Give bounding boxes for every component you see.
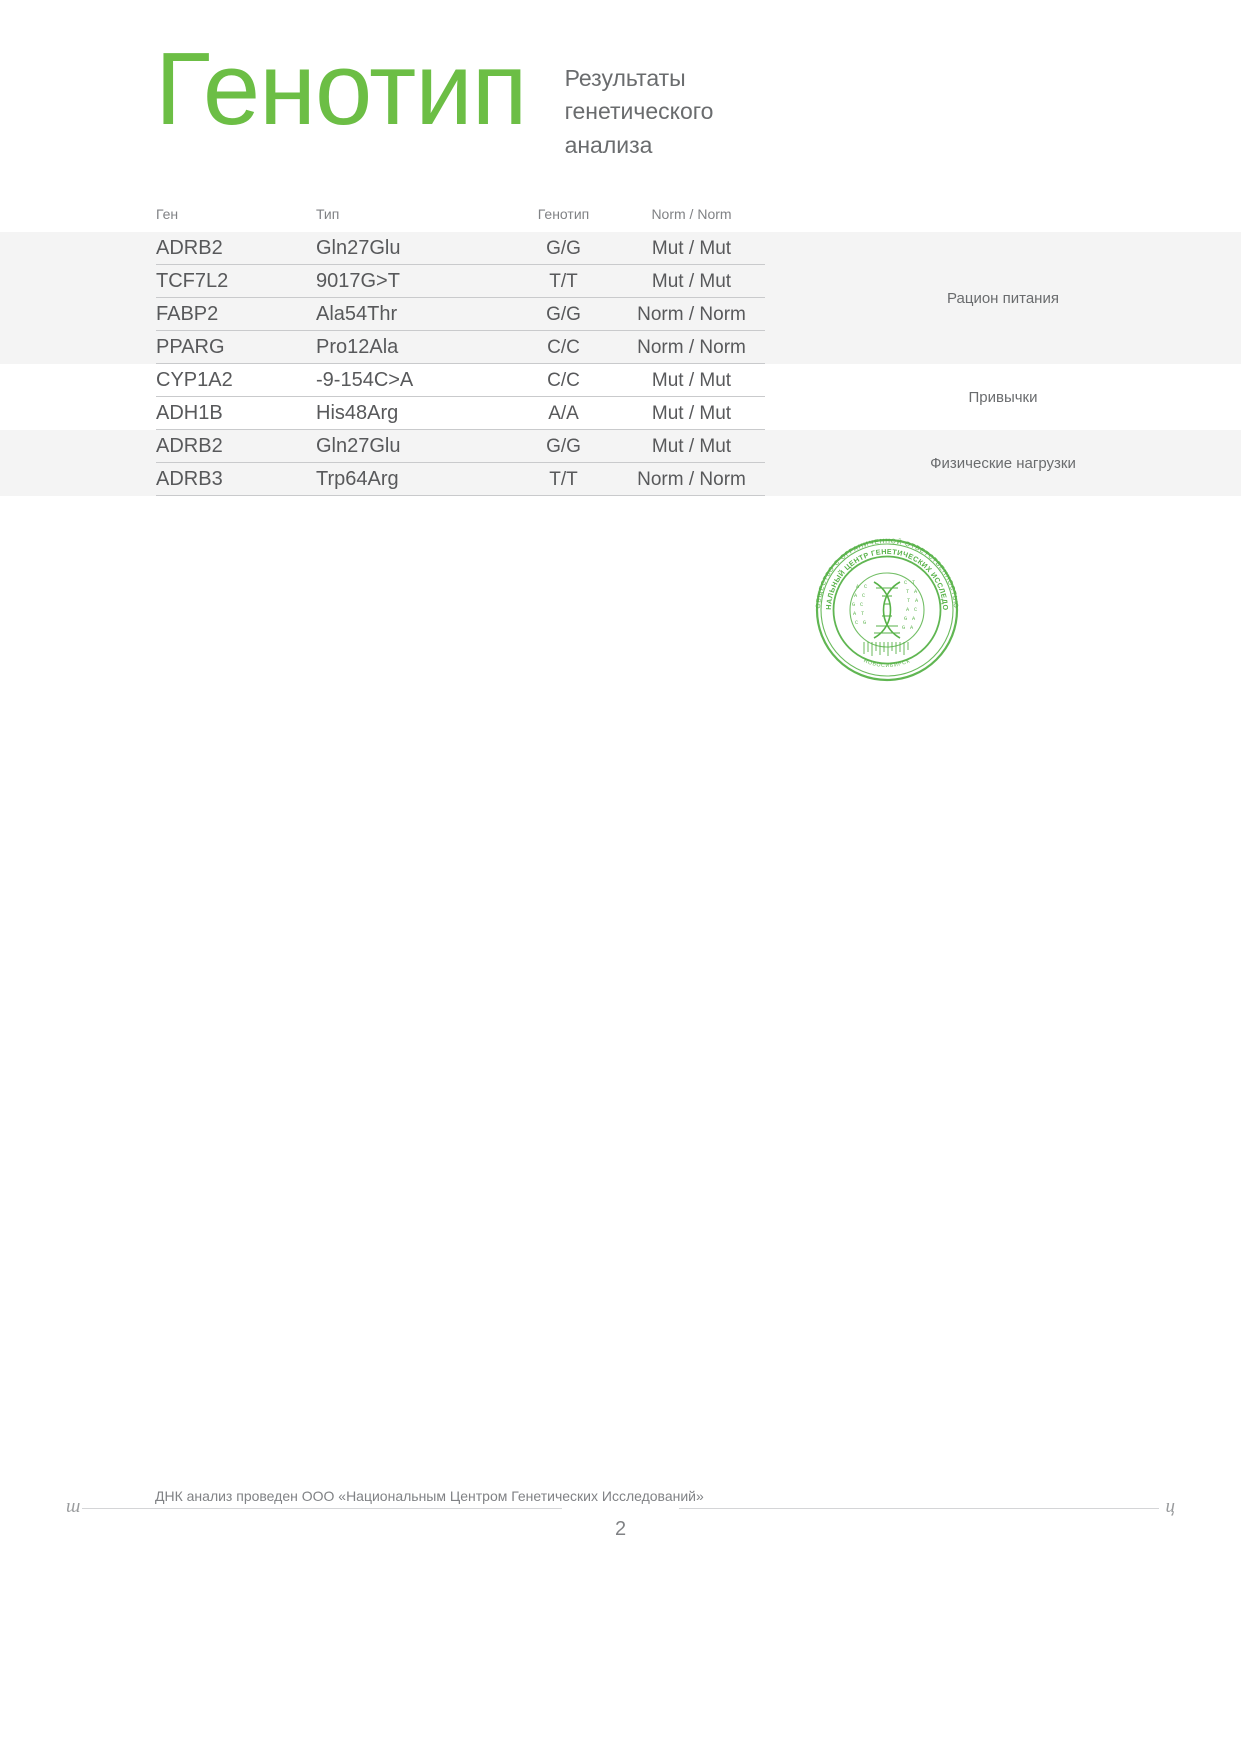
- row-left-pad: [0, 232, 156, 265]
- cell-type: 9017G>T: [316, 265, 509, 298]
- header-subtitle: Результаты генетического анализа: [565, 62, 714, 162]
- svg-text:T: T: [861, 611, 864, 617]
- svg-text:A: A: [914, 589, 918, 595]
- row-left-pad: [0, 430, 156, 463]
- cell-result: Mut / Mut: [618, 430, 765, 463]
- cell-type: Pro12Ala: [316, 331, 509, 364]
- cell-result: Norm / Norm: [618, 298, 765, 331]
- cell-genotype: C/C: [509, 331, 618, 364]
- svg-text:A: A: [854, 593, 858, 599]
- header-spacer: [0, 196, 156, 232]
- cell-gene: FABP2: [156, 298, 316, 331]
- flourish-right-icon: ц: [1165, 1496, 1176, 1517]
- table-row: ADRB2 Gln27Glu G/G Mut / Mut Физические …: [0, 430, 1241, 496]
- svg-text:G: G: [902, 625, 905, 631]
- svg-text:T: T: [906, 589, 909, 595]
- footer-note: ДНК анализ проведен ООО «Национальным Це…: [155, 1488, 704, 1504]
- dna-helix-icon: [873, 581, 901, 639]
- stamp-city-text: НОВОСИБИРСК: [863, 658, 911, 669]
- svg-text:C: C: [904, 580, 907, 586]
- cell-genotype: T/T: [509, 463, 618, 496]
- header-subtitle-line-1: Результаты: [564, 65, 686, 91]
- column-header-type: Тип: [316, 206, 340, 222]
- svg-text:A: A: [912, 616, 916, 622]
- svg-text:G: G: [863, 620, 866, 626]
- svg-text:C: C: [914, 607, 917, 613]
- cell-category: Рацион питания: [765, 232, 1241, 364]
- cell-result: Mut / Mut: [618, 265, 765, 298]
- row-left-pad: [0, 331, 156, 364]
- cell-gene: CYP1A2: [156, 364, 316, 397]
- svg-text:A: A: [856, 584, 860, 590]
- table-row: CYP1A2 -9-154C>A C/C Mut / Mut Привычки: [0, 364, 1241, 430]
- cell-category: Физические нагрузки: [765, 430, 1241, 496]
- svg-text:T: T: [912, 580, 915, 586]
- svg-text:C: C: [860, 602, 863, 608]
- flourish-left-icon: ш: [66, 1496, 81, 1517]
- cell-gene: ADH1B: [156, 397, 316, 430]
- cell-type: His48Arg: [316, 397, 509, 430]
- cell-genotype: G/G: [509, 430, 618, 463]
- cell-category: Привычки: [765, 364, 1241, 430]
- cell-result: Mut / Mut: [618, 397, 765, 430]
- cell-gene: PPARG: [156, 331, 316, 364]
- genetic-results-table: Ген Тип Генотип Norm / Norm ADRB2 Gln27G…: [0, 196, 1241, 496]
- cell-gene: ADRB2: [156, 430, 316, 463]
- svg-text:G: G: [852, 602, 855, 608]
- cell-type: Gln27Glu: [316, 430, 509, 463]
- table-header-row: Ген Тип Генотип Norm / Norm: [0, 196, 1241, 232]
- svg-text:A: A: [910, 625, 914, 631]
- svg-text:C: C: [864, 584, 867, 590]
- cell-type: -9-154C>A: [316, 364, 509, 397]
- svg-text:A: A: [915, 598, 919, 604]
- svg-text:C: C: [855, 620, 858, 626]
- row-left-pad: [0, 463, 156, 496]
- row-left-pad: [0, 265, 156, 298]
- document-footer: ш ц ДНК анализ проведен ООО «Национальны…: [0, 1470, 1241, 1560]
- svg-text:T: T: [907, 598, 910, 604]
- cell-result: Norm / Norm: [618, 463, 765, 496]
- table-row: ADRB2 Gln27Glu G/G Mut / Mut Рацион пита…: [0, 232, 1241, 364]
- footer-rule-right: [679, 1508, 1159, 1509]
- cell-genotype: C/C: [509, 364, 618, 397]
- row-left-pad: [0, 397, 156, 430]
- company-seal-stamp: ОБЩЕСТВО С ОГРАНИЧЕННОЙ ОТВЕТСТВЕННОСТЬЮ…: [800, 530, 975, 685]
- cell-genotype: G/G: [509, 232, 618, 265]
- svg-text:A: A: [853, 611, 857, 617]
- row-left-pad: [0, 364, 156, 397]
- cell-type: Trp64Arg: [316, 463, 509, 496]
- document-header: Генотип Результаты генетического анализа: [155, 31, 714, 162]
- page-number: 2: [614, 1518, 627, 1540]
- genetic-results-table-wrapper: Ген Тип Генотип Norm / Norm ADRB2 Gln27G…: [0, 196, 1241, 496]
- cell-genotype: T/T: [509, 265, 618, 298]
- cell-type: Ala54Thr: [316, 298, 509, 331]
- cell-result: Norm / Norm: [618, 331, 765, 364]
- svg-text:G: G: [904, 616, 907, 622]
- column-header-category: [765, 196, 1241, 232]
- brand-title: Генотип: [155, 31, 528, 146]
- cell-result: Mut / Mut: [618, 364, 765, 397]
- svg-text:A: A: [906, 607, 910, 613]
- header-subtitle-line-2: генетического: [564, 98, 714, 125]
- cell-gene: TCF7L2: [156, 265, 316, 298]
- footer-rule-left: [82, 1508, 562, 1509]
- cell-genotype: G/G: [509, 298, 618, 331]
- gel-bars-icon: [863, 642, 909, 656]
- column-header-gene: Ген: [156, 206, 179, 222]
- cell-result: Mut / Mut: [618, 232, 765, 265]
- cell-gene: ADRB3: [156, 463, 316, 496]
- header-subtitle-line-3: анализа: [564, 131, 653, 158]
- cell-genotype: A/A: [509, 397, 618, 430]
- svg-text:НОВОСИБИРСК: НОВОСИБИРСК: [863, 658, 912, 669]
- column-header-result: Norm / Norm: [651, 206, 732, 222]
- cell-gene: ADRB2: [156, 232, 316, 265]
- svg-text:C: C: [862, 593, 865, 599]
- cell-type: Gln27Glu: [316, 232, 509, 265]
- column-header-genotype: Генотип: [537, 206, 590, 222]
- row-left-pad: [0, 298, 156, 331]
